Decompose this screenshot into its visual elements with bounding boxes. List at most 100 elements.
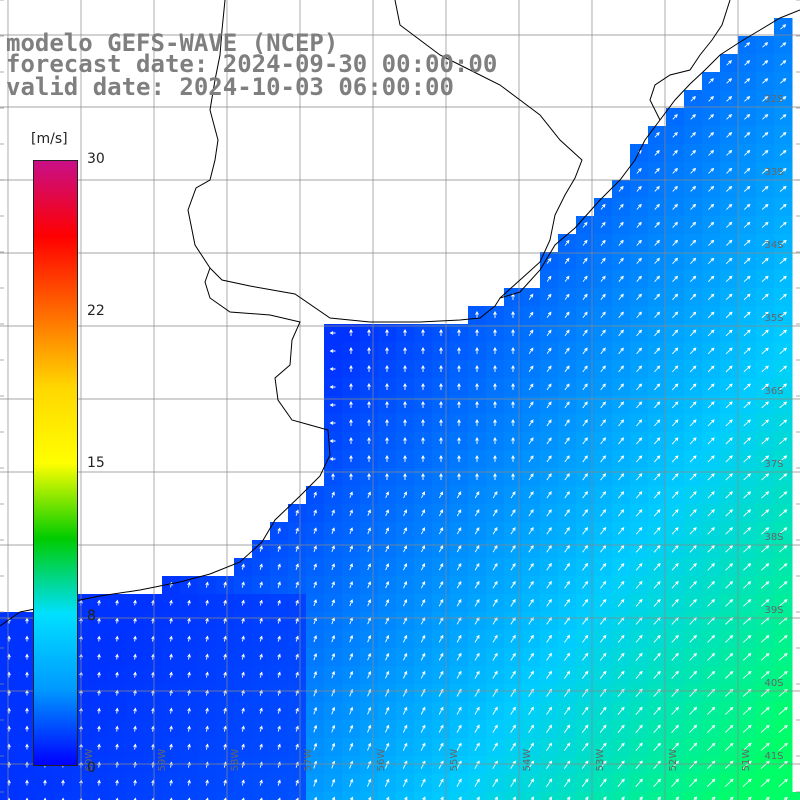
wind-arrow <box>439 383 443 390</box>
wind-arrow <box>635 598 643 607</box>
wind-arrow <box>725 257 733 264</box>
wind-cell <box>342 792 361 800</box>
wind-arrow <box>511 311 515 318</box>
wind-cell <box>468 792 487 800</box>
wind-arrow <box>528 670 534 679</box>
wind-arrow <box>277 707 281 714</box>
wind-arrow <box>618 239 624 246</box>
wind-arrow <box>403 437 407 444</box>
wind-arrow <box>492 688 498 697</box>
wind-arrow <box>689 437 697 445</box>
wind-arrow <box>456 724 462 733</box>
wind-arrow <box>546 724 553 733</box>
wind-arrow <box>61 779 65 786</box>
wind-arrow <box>349 527 353 535</box>
colorbar-tick-0: 0 <box>87 760 96 776</box>
wind-arrow <box>635 634 643 643</box>
wind-arrow <box>779 185 787 192</box>
wind-arrow <box>761 545 770 553</box>
wind-arrow <box>599 634 607 643</box>
wind-arrow <box>313 599 317 607</box>
wind-arrow <box>778 527 788 535</box>
wind-arrow <box>618 257 624 264</box>
wind-arrow <box>492 742 498 751</box>
wind-arrow <box>779 365 788 373</box>
wind-arrow <box>743 311 751 319</box>
wind-arrow <box>708 257 715 264</box>
wind-arrow <box>403 652 408 661</box>
wind-arrow <box>295 581 299 589</box>
wind-arrow <box>331 491 335 498</box>
wind-arrow <box>402 724 408 733</box>
wind-arrow <box>329 439 336 443</box>
wind-arrow <box>331 563 335 571</box>
wind-arrow <box>654 185 660 192</box>
wind-arrow <box>672 275 679 282</box>
wind-arrow <box>689 778 698 788</box>
wind-arrow <box>760 599 770 607</box>
wind-arrow <box>510 509 516 517</box>
wind-arrow <box>492 491 498 499</box>
wind-arrow <box>582 239 588 246</box>
wind-arrow <box>636 185 642 192</box>
wind-arrow <box>313 635 318 643</box>
wind-arrow <box>421 509 426 517</box>
wind-cell <box>252 792 271 800</box>
wind-arrow <box>707 401 715 409</box>
wind-arrow <box>618 491 625 499</box>
wind-arrow <box>672 311 679 319</box>
wind-arrow <box>546 383 552 391</box>
wind-arrow <box>474 706 480 715</box>
wind-arrow <box>672 203 678 210</box>
wind-arrow <box>457 401 461 408</box>
wind-arrow <box>635 760 643 770</box>
wind-arrow <box>546 580 552 589</box>
wind-arrow <box>599 652 607 661</box>
wind-arrow <box>295 671 299 678</box>
wind-cell <box>738 792 757 800</box>
wind-arrow <box>440 796 444 800</box>
wind-arrow <box>510 652 516 661</box>
wind-arrow <box>528 544 534 553</box>
wind-arrow <box>277 653 281 660</box>
wind-arrow <box>653 742 661 752</box>
coastline <box>0 9 800 627</box>
wind-arrow <box>403 563 408 571</box>
wind-arrow <box>241 581 245 588</box>
wind-arrow <box>510 688 516 697</box>
wind-arrow <box>724 724 734 733</box>
wind-arrow <box>367 437 371 444</box>
wind-arrow <box>725 652 734 661</box>
wind-arrow <box>761 311 769 319</box>
wind-arrow <box>43 797 47 800</box>
wind-arrow <box>671 652 679 661</box>
wind-arrow <box>492 509 498 517</box>
wind-arrow <box>779 401 788 409</box>
wind-arrow <box>277 599 281 606</box>
wind-arrow <box>778 653 788 661</box>
wind-arrow <box>313 509 317 516</box>
wind-arrow <box>582 509 588 517</box>
wind-arrow <box>545 778 553 788</box>
wind-arrow <box>743 581 752 589</box>
wind-arrow <box>743 545 752 553</box>
wind-arrow <box>689 634 698 643</box>
wind-arrow <box>724 706 734 715</box>
wind-arrow <box>421 580 426 589</box>
wind-arrow <box>367 527 371 535</box>
wind-arrow <box>726 131 733 138</box>
wind-arrow <box>493 383 497 390</box>
lon-label: 57W <box>303 749 314 772</box>
wind-arrow <box>564 473 570 481</box>
wind-arrow <box>457 329 461 336</box>
wind-arrow <box>349 491 353 498</box>
wind-arrow <box>724 742 734 751</box>
wind-arrow <box>295 743 299 750</box>
wind-arrow <box>331 670 336 679</box>
wind-arrow <box>403 491 407 499</box>
wind-arrow <box>25 707 29 714</box>
wind-arrow <box>654 383 661 391</box>
wind-arrow <box>510 742 516 751</box>
wind-arrow <box>456 491 462 499</box>
wind-arrow <box>778 581 788 589</box>
